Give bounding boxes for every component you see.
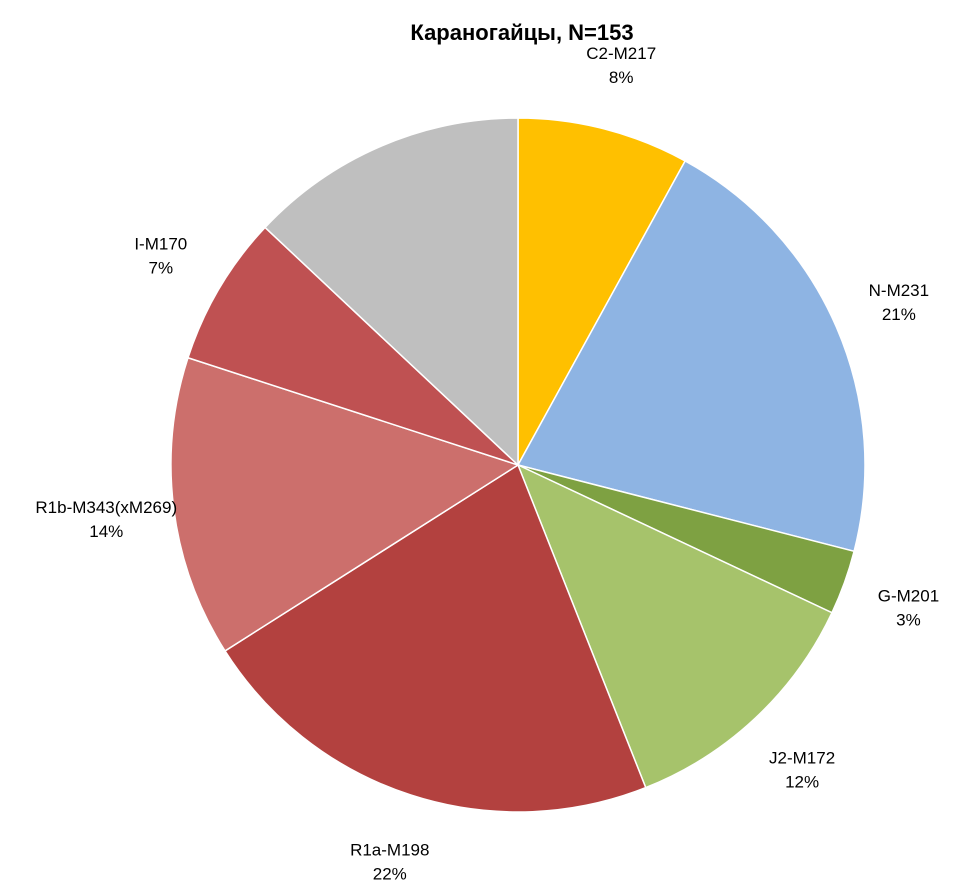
slice-label-1: N-M231 21% [869,281,929,324]
chart-title: Караногайцы, N=153 [410,20,633,45]
pie-slice-3 [516,463,833,789]
pie-slice-0 [517,117,687,466]
slice-percent-3: 12% [785,773,819,792]
slice-label-5: R1b-M343(xM269) 14% [35,498,177,541]
slice-name-5: R1b-M343(xM269) [35,498,177,517]
slice-percent-4: 22% [373,865,407,882]
slice-percent-1: 21% [882,305,916,324]
slice-percent-2: 3% [896,611,921,630]
slice-percent-6: 7% [149,259,174,278]
pie-slice-5 [170,356,520,652]
pie-labels: C2-M217 8% N-M231 21% G-M201 3% J2-M172 12% R1a-… [35,44,939,882]
slice-label-2: G-M201 3% [878,587,939,630]
pie-slices [170,117,866,813]
slice-name-6: I-M170 [134,235,187,254]
slice-label-4: R1a-M198 22% [350,841,429,882]
slice-name-1: N-M231 [869,281,929,300]
pie-slice-7 [263,117,519,467]
slice-percent-5: 14% [89,522,123,541]
slice-name-3: J2-M172 [769,749,835,768]
pie-slice-4 [223,463,647,813]
pie-slice-1 [516,159,866,553]
slice-name-4: R1a-M198 [350,841,429,860]
slice-percent-0: 8% [609,68,634,87]
pie-slice-6 [187,226,519,466]
slice-label-0: C2-M217 8% [586,44,656,87]
slice-label-6: I-M170 7% [134,235,187,278]
slice-name-0: C2-M217 [586,44,656,63]
slice-name-2: G-M201 [878,587,939,606]
slice-label-3: J2-M172 12% [769,749,835,792]
